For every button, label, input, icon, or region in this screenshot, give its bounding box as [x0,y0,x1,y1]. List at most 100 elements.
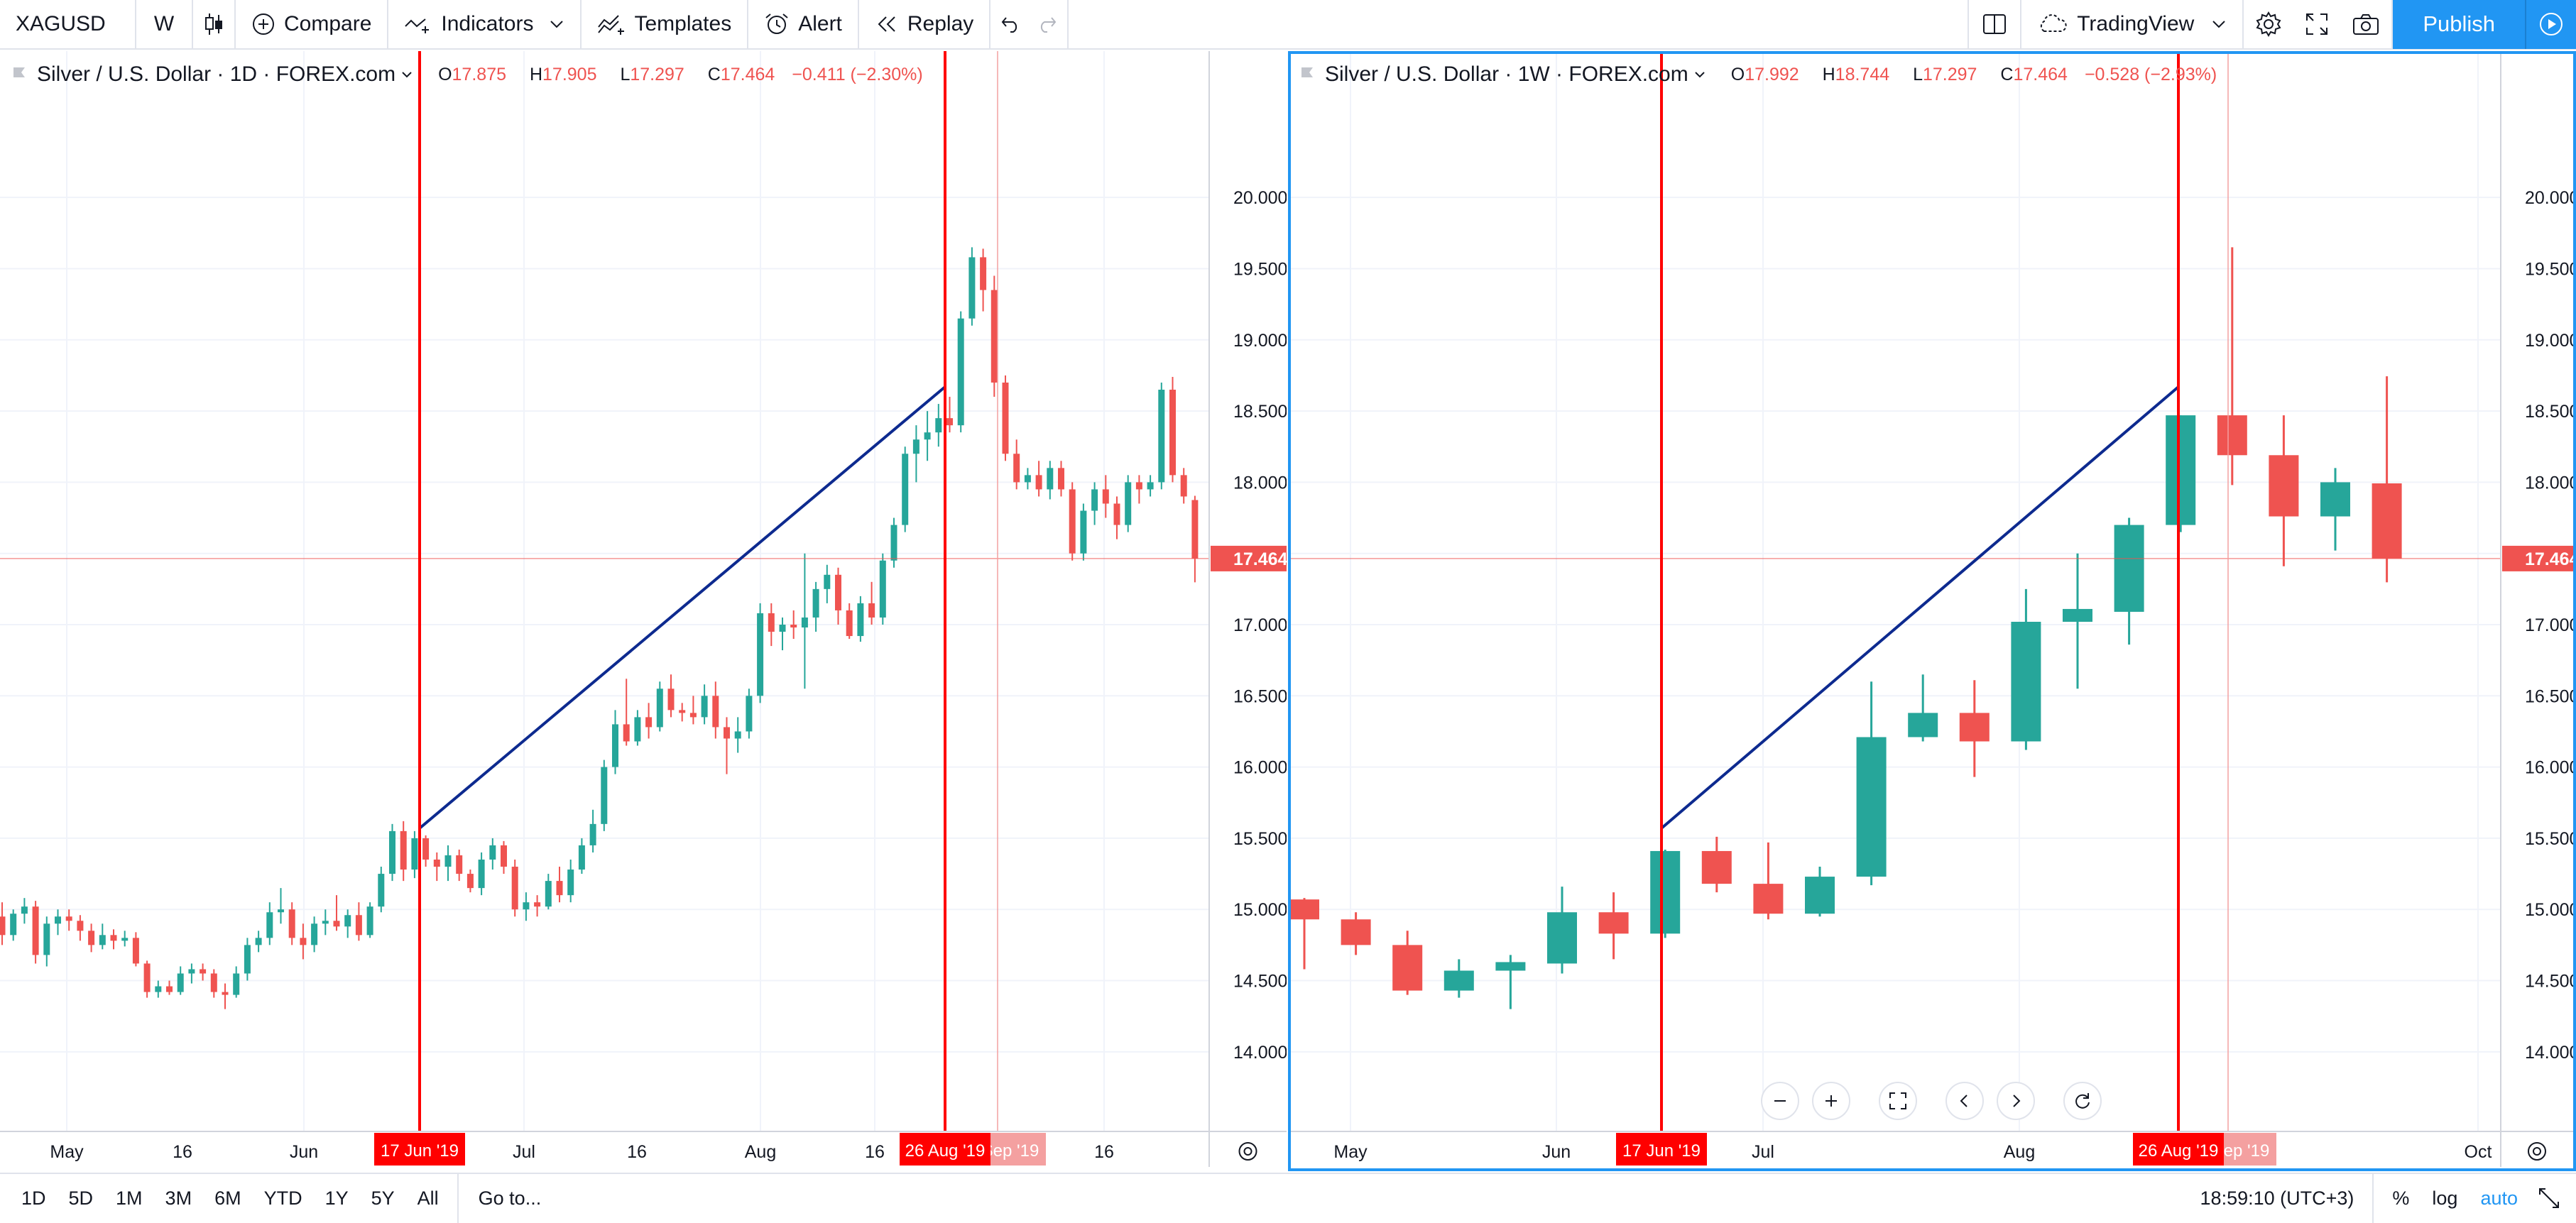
candle-up [121,938,129,941]
layout-name-label: TradingView [2077,12,2195,35]
candle-down [422,838,430,860]
timezone-clock[interactable]: 18:59:10 (UTC+3) [2193,1173,2374,1223]
log-scale-toggle[interactable]: log [2421,1173,2469,1223]
zoom-in-button[interactable] [1812,1082,1850,1120]
range-button-1y[interactable]: 1Y [324,1187,349,1209]
candle-up [478,860,485,889]
time-tick-label: 16 [173,1142,192,1162]
expand-button[interactable] [2529,1173,2576,1223]
goto-date-button[interactable]: Go to... [457,1173,549,1223]
range-button-5d[interactable]: 5D [68,1187,94,1209]
time-marker-label: 26 Aug '19 [2139,1141,2219,1161]
candle-up [244,945,251,974]
templates-button[interactable]: Templates [582,0,749,49]
redo-button[interactable] [1032,0,1069,49]
candle-up [1650,850,1681,934]
reset-chart-button[interactable] [2063,1082,2102,1120]
alert-button[interactable]: Alert [748,0,859,49]
fullscreen-button[interactable] [2293,0,2340,49]
weekly-change: −0.528 (−2.93%) [2084,64,2217,84]
snapshot-button[interactable] [2340,0,2394,49]
price-tick-label: 19.500 [1233,259,1287,279]
candle-up [545,881,552,907]
candle-down [400,830,407,870]
save-layout-button[interactable]: TradingView [2021,0,2244,49]
publish-button[interactable]: Publish [2393,0,2525,49]
compare-button[interactable]: Compare [236,0,389,49]
candle-up [935,418,942,433]
price-tick-label: 17.000 [2525,615,2573,635]
play-idea-button[interactable] [2525,0,2576,49]
range-button-6m[interactable]: 6M [214,1187,241,1209]
interval-button[interactable]: W [136,0,193,49]
range-button-ytd[interactable]: YTD [263,1187,302,1209]
time-tick-label: Aug [745,1142,776,1162]
bottom-spacer [548,1173,2193,1223]
symbol-search[interactable]: XAGUSD [0,0,136,49]
undo-button[interactable] [990,0,1032,49]
candle-down [210,973,217,992]
weekly-chart-canvas[interactable]: 20.00019.50019.00018.50018.00017.50017.0… [1291,54,2573,1168]
percent-scale-toggle[interactable]: % [2374,1173,2421,1223]
chevron-down-icon[interactable] [401,70,413,79]
candle-up [1158,390,1165,483]
candle-up [612,724,618,767]
range-button-all[interactable]: All [417,1187,439,1209]
replay-button[interactable]: Replay [859,0,991,49]
price-tick-label: 15.000 [2525,900,2573,920]
candle-up [444,855,452,867]
candle-down [1002,382,1009,454]
compare-label: Compare [284,12,372,35]
candle-up [255,938,262,945]
candle-up [1024,475,1031,483]
replay-label: Replay [907,12,974,35]
reset-scale-button[interactable] [1879,1082,1917,1120]
range-button-3m[interactable]: 3M [165,1187,192,1209]
date-range-buttons: 1D 5D 1M 3M 6M YTD 1Y 5Y All [10,1173,450,1223]
scroll-right-button[interactable] [1997,1082,2035,1120]
range-button-1m[interactable]: 1M [116,1187,143,1209]
chart-pane-daily[interactable]: 20.00019.50019.00018.50018.00017.50017.0… [0,51,1287,1171]
range-button-5y[interactable]: 5Y [371,1187,395,1209]
zoom-out-button[interactable] [1761,1082,1799,1120]
candle-down [166,986,173,992]
candle-up [824,574,831,589]
layout-select-button[interactable] [1968,0,2022,49]
candle-down [980,257,987,290]
rewind-icon [878,16,895,32]
chart-type-button[interactable] [193,0,236,49]
chart-pane-weekly[interactable]: 20.00019.50019.00018.50018.00017.50017.0… [1288,51,2576,1171]
auto-scale-toggle[interactable]: auto [2469,1173,2529,1223]
candle-down [65,916,72,921]
settings-button[interactable] [2244,0,2293,49]
candle-up [902,454,909,525]
fullscreen-icon [2306,13,2328,35]
chevron-down-icon[interactable] [1694,70,1705,79]
weekly-chart-title[interactable]: Silver / U.S. Dollar · 1W · FOREX.com [1325,62,1688,86]
time-tick-label: May [50,1142,84,1162]
scroll-left-button[interactable] [1945,1082,1984,1120]
price-tick-label: 19.500 [2525,259,2573,279]
candle-down [1058,468,1064,490]
indicators-button[interactable]: Indicators [388,0,582,49]
candle-down [790,625,797,628]
time-marker-badge [374,1133,465,1166]
high-label: H [529,64,543,84]
log-label: log [2432,1187,2458,1209]
alert-label: Alert [798,12,842,35]
time-tick-label: May [1333,1142,1368,1162]
candle-up [366,906,373,936]
candle-up [489,845,496,860]
candle-up [266,912,273,938]
range-button-1d[interactable]: 1D [21,1187,46,1209]
candles [0,247,1199,1009]
candle-down [132,938,139,964]
daily-chart-title[interactable]: Silver / U.S. Dollar · 1D · FOREX.com [37,62,396,86]
grid [0,51,1209,1131]
candle-up [1080,510,1087,554]
candle-down [143,963,151,992]
daily-chart-canvas[interactable]: 20.00019.50019.00018.50018.00017.50017.0… [0,51,1287,1171]
candle-down [110,935,117,941]
candle-down [32,906,39,955]
candle-up [1908,713,1938,737]
